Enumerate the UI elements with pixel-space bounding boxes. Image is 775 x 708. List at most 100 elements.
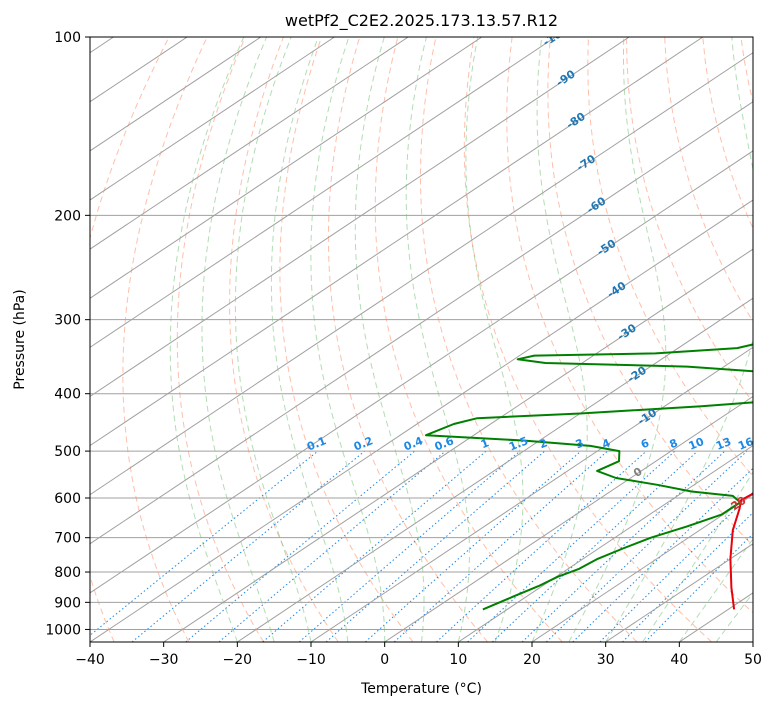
y-tick-label: 200 xyxy=(54,208,81,224)
y-tick-label: 300 xyxy=(54,313,81,329)
moist-adiabat xyxy=(678,538,753,642)
moist-adiabat xyxy=(568,37,667,642)
isotherm xyxy=(90,37,483,299)
isotherm-label: -70 xyxy=(574,152,598,174)
dry-adiabat xyxy=(547,37,753,547)
mixing-ratio-label: 6 xyxy=(639,436,651,451)
isotherm-label: 10 xyxy=(759,424,775,444)
mixing-ratio-line xyxy=(325,450,546,642)
y-tick-label: 900 xyxy=(54,595,81,611)
moist-adiabat xyxy=(465,37,524,642)
isotherm xyxy=(90,37,630,398)
moist-adiabat xyxy=(531,37,588,642)
moist-adiabat xyxy=(310,37,386,642)
dry-adiabat xyxy=(626,37,753,403)
mixing-ratio-line xyxy=(185,450,416,642)
mixing-ratio-line xyxy=(262,450,487,642)
isotherm xyxy=(310,346,753,642)
dry-adiabat xyxy=(229,37,339,642)
mixing-ratio-line xyxy=(599,491,753,642)
x-tick-label: −40 xyxy=(75,652,105,668)
moist-adiabat xyxy=(169,37,245,642)
isotherm-label: 0 xyxy=(631,465,645,480)
isotherm xyxy=(90,101,753,545)
moist-adiabat xyxy=(270,37,349,642)
mixing-ratio-line xyxy=(364,450,582,642)
moist-adiabat xyxy=(354,37,425,642)
isotherm xyxy=(90,52,753,496)
dry-adiabat xyxy=(176,37,264,642)
mixing-ratio-line xyxy=(218,450,446,642)
moist-adiabat xyxy=(405,37,470,642)
x-tick-label: 20 xyxy=(523,652,541,668)
mixing-ratio-line xyxy=(131,450,366,642)
x-tick-label: 50 xyxy=(744,652,762,668)
dry-adiabat xyxy=(463,37,713,642)
mixing-ratio-line xyxy=(393,450,608,642)
mixing-ratio-line xyxy=(90,450,319,636)
isotherm xyxy=(90,37,704,447)
moist-adiabat xyxy=(715,592,753,642)
isotherm xyxy=(163,248,753,642)
isotherm-label: -20 xyxy=(625,363,649,385)
mixing-ratio-label: 8 xyxy=(668,436,680,451)
temperature-line xyxy=(729,492,753,610)
grid xyxy=(90,37,753,642)
x-tick-label: 30 xyxy=(597,652,615,668)
isotherm xyxy=(90,37,335,201)
mixing-ratio-line xyxy=(436,450,647,642)
mixing-ratio-label: 4 xyxy=(600,436,612,451)
mixing-ratio-label: 1 xyxy=(479,436,491,451)
x-tick-label: 10 xyxy=(449,652,467,668)
dry-adiabat xyxy=(664,37,753,323)
mixing-ratio-line xyxy=(545,450,748,642)
isotherm xyxy=(90,199,753,642)
y-axis: 100 200 300 400 500 600 700 800 900 1000 xyxy=(45,30,90,638)
y-tick-label: 700 xyxy=(54,531,81,547)
y-tick-label: 800 xyxy=(54,565,81,581)
plot-frame xyxy=(89,36,754,643)
mixing-ratio-line xyxy=(644,533,753,642)
series-lines xyxy=(425,343,753,611)
isotherm-label: -90 xyxy=(554,67,578,89)
mixing-ratio-line xyxy=(572,467,753,642)
x-axis: −40 −30 −20 −10 0 10 20 30 40 50 xyxy=(75,642,762,668)
mixing-ratio-label: 3 xyxy=(574,436,586,451)
y-axis-label: Pressure (hPa) xyxy=(12,289,28,389)
isotherm-label: -60 xyxy=(584,194,608,216)
dry-adiabat xyxy=(279,37,414,642)
x-tick-label: −30 xyxy=(149,652,179,668)
mixing-ratio-label: 16 xyxy=(736,435,755,453)
x-tick-label: 40 xyxy=(670,652,688,668)
isotherm xyxy=(90,37,262,152)
dry-adiabat xyxy=(419,37,638,642)
moist-adiabat xyxy=(605,37,753,642)
dry-adiabat xyxy=(374,37,563,642)
isotherm xyxy=(679,592,753,642)
mixing-ratio-label: 20 xyxy=(760,435,775,453)
mixing-ratio-line xyxy=(521,450,726,642)
isotherm xyxy=(531,494,753,642)
isotherm xyxy=(90,37,409,250)
y-tick-label: 500 xyxy=(54,444,81,460)
dry-adiabat xyxy=(327,37,488,642)
y-tick-label: 1000 xyxy=(45,622,81,638)
mixing-ratio-line xyxy=(298,450,521,642)
mixing-ratio-label: 2 xyxy=(537,436,549,451)
dry-adiabat xyxy=(740,37,753,105)
x-tick-label: −10 xyxy=(296,652,326,668)
moist-adiabat xyxy=(201,37,275,642)
dry-adiabat xyxy=(122,37,208,642)
isotherm xyxy=(90,150,753,594)
mixing-ratio-label: 13 xyxy=(714,435,733,453)
dry-adiabat xyxy=(506,37,753,614)
y-tick-label: 400 xyxy=(54,387,81,403)
background-lines xyxy=(90,37,753,642)
isotherm xyxy=(90,37,556,348)
isotherm xyxy=(90,37,188,103)
mixing-ratio-line xyxy=(467,450,676,642)
isotherm-label: -30 xyxy=(615,321,639,343)
dry-adiabat xyxy=(90,37,170,642)
isotherm-label: -80 xyxy=(564,110,588,132)
